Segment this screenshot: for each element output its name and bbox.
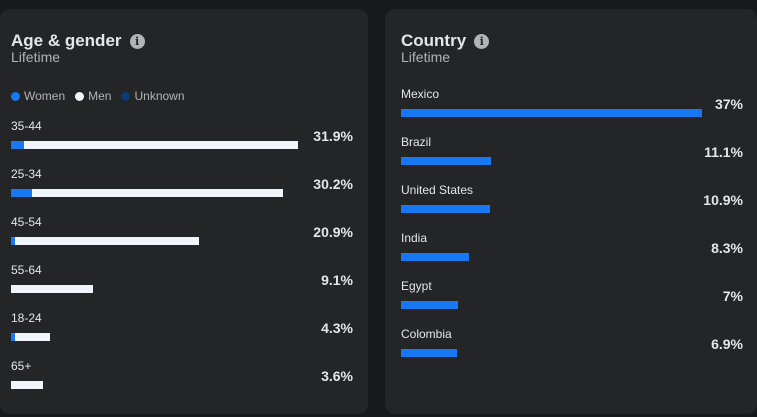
country-bar — [401, 205, 490, 213]
country-row-value: 7% — [722, 288, 743, 304]
women-bar-segment — [11, 237, 16, 245]
country-row-label: Brazil — [401, 135, 432, 149]
women-dot-icon — [11, 91, 20, 101]
age-gender-legend: Women Men Unknown — [11, 89, 195, 103]
info-icon[interactable]: i — [474, 33, 490, 49]
age-row-label: 55-64 — [11, 263, 42, 277]
country-bar — [401, 349, 458, 357]
men-bar-segment — [15, 237, 200, 245]
men-bar-segment — [23, 141, 298, 149]
country-subtitle: Lifetime — [401, 49, 451, 65]
info-icon[interactable]: i — [129, 33, 145, 49]
age-gender-title: Age & gender — [11, 31, 122, 50]
legend-men: Men — [75, 89, 111, 103]
age-row-value: 4.3% — [321, 320, 353, 336]
country-row-label: India — [401, 231, 428, 245]
age-row-label: 18-24 — [11, 311, 42, 325]
age-row-value: 30.2% — [313, 176, 353, 192]
age-row-label: 35-44 — [11, 119, 42, 133]
age-row-value: 31.9% — [313, 128, 353, 144]
country-row-label: Colombia — [401, 327, 452, 341]
country-row-value: 8.3% — [711, 240, 743, 256]
men-dot-icon — [75, 91, 85, 101]
age-row-value: 9.1% — [321, 272, 353, 288]
age-bar — [11, 285, 93, 293]
men-bar-segment — [11, 381, 44, 389]
age-row-value: 3.6% — [321, 368, 353, 384]
age-bar — [11, 381, 44, 389]
age-row-label: 65+ — [11, 359, 32, 373]
legend-women: Women — [11, 89, 65, 103]
age-row-label: 25-34 — [11, 167, 42, 181]
age-gender-card: Age & gender i Lifetime Women Men Unknow… — [0, 9, 368, 414]
women-bar-segment — [11, 141, 24, 149]
age-gender-subtitle: Lifetime — [11, 49, 61, 65]
country-row-label: Egypt — [401, 279, 432, 293]
country-row-value: 6.9% — [711, 336, 743, 352]
unknown-dot-icon — [121, 91, 131, 101]
age-bar — [11, 333, 50, 341]
age-row-label: 45-54 — [11, 215, 42, 229]
country-card: Country i Lifetime Mexico 37% Brazil 11.1% U… — [385, 9, 757, 414]
country-title: Country — [401, 31, 467, 50]
men-bar-segment — [31, 189, 283, 197]
men-bar-segment — [11, 285, 93, 293]
country-bar — [401, 157, 492, 165]
legend-men-label: Men — [88, 89, 112, 103]
women-bar-segment — [11, 189, 32, 197]
legend-unknown: Unknown — [121, 89, 185, 103]
country-row-label: United States — [401, 183, 474, 197]
age-bar — [11, 189, 283, 197]
age-bar — [11, 237, 200, 245]
country-bar — [401, 253, 469, 261]
women-bar-segment — [11, 333, 16, 341]
age-gender-header: Age & gender i — [11, 31, 145, 51]
legend-women-label: Women — [24, 89, 66, 103]
country-row-value: 10.9% — [703, 192, 743, 208]
age-bar — [11, 141, 298, 149]
legend-unknown-label: Unknown — [134, 89, 185, 103]
men-bar-segment — [15, 333, 50, 341]
country-header: Country i — [401, 31, 490, 51]
country-bar — [401, 301, 458, 309]
country-row-value: 37% — [714, 96, 743, 112]
country-row-label: Mexico — [401, 87, 440, 101]
age-row-value: 20.9% — [313, 224, 353, 240]
country-bar — [401, 109, 702, 117]
country-row-value: 11.1% — [704, 144, 743, 160]
